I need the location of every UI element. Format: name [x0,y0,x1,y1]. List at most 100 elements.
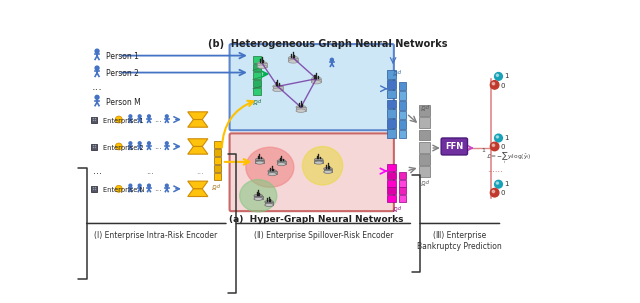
Circle shape [148,115,150,118]
Ellipse shape [303,146,343,185]
FancyBboxPatch shape [91,144,97,150]
Ellipse shape [255,161,264,164]
Ellipse shape [265,200,273,203]
Text: $\mathbb{R}^{d}$: $\mathbb{R}^{d}$ [392,204,402,215]
Circle shape [492,144,495,146]
FancyBboxPatch shape [91,186,97,192]
FancyBboxPatch shape [399,195,406,202]
FancyBboxPatch shape [296,107,306,111]
Ellipse shape [324,170,332,173]
FancyBboxPatch shape [214,157,221,164]
FancyBboxPatch shape [399,172,406,179]
FancyBboxPatch shape [283,158,284,161]
Ellipse shape [296,105,306,109]
Text: 0: 0 [500,83,504,89]
Text: Enterprise 2: Enterprise 2 [103,145,144,151]
FancyBboxPatch shape [230,44,394,130]
Text: 1: 1 [504,181,508,187]
Text: $\mathbb{R}^{d}$: $\mathbb{R}^{d}$ [392,69,402,80]
Ellipse shape [273,85,282,88]
Ellipse shape [314,158,323,161]
FancyBboxPatch shape [253,64,260,71]
FancyBboxPatch shape [95,120,96,121]
FancyBboxPatch shape [93,145,95,146]
FancyBboxPatch shape [258,156,259,159]
FancyBboxPatch shape [257,63,267,67]
Text: (b)  Heterogeneous Graph Neural Networks: (b) Heterogeneous Graph Neural Networks [208,39,448,49]
FancyBboxPatch shape [320,157,321,159]
Ellipse shape [255,158,264,161]
Text: Enterprise N: Enterprise N [103,187,145,193]
FancyBboxPatch shape [317,76,319,78]
FancyBboxPatch shape [399,82,406,90]
FancyBboxPatch shape [93,187,95,188]
FancyBboxPatch shape [214,172,221,180]
FancyBboxPatch shape [259,193,260,196]
Text: ...: ... [196,167,204,176]
Ellipse shape [268,170,276,173]
FancyBboxPatch shape [419,142,430,152]
FancyBboxPatch shape [214,141,221,148]
FancyBboxPatch shape [262,57,263,63]
FancyBboxPatch shape [318,154,319,159]
FancyBboxPatch shape [291,54,292,58]
Ellipse shape [257,62,267,65]
FancyBboxPatch shape [95,187,96,188]
Circle shape [148,142,150,145]
Ellipse shape [312,80,321,84]
Ellipse shape [324,167,332,170]
FancyBboxPatch shape [95,147,96,148]
FancyBboxPatch shape [281,156,282,161]
Text: ...: ... [154,115,162,124]
FancyBboxPatch shape [387,188,396,194]
Ellipse shape [246,147,294,187]
FancyBboxPatch shape [292,52,294,58]
Circle shape [497,74,499,76]
FancyBboxPatch shape [254,196,262,199]
Circle shape [490,81,499,89]
Text: 0: 0 [500,191,504,196]
Text: (a)  Hyper-Graph Neural Networks: (a) Hyper-Graph Neural Networks [229,215,404,224]
FancyBboxPatch shape [288,58,298,62]
FancyBboxPatch shape [253,72,260,79]
Polygon shape [188,146,208,154]
FancyBboxPatch shape [387,70,396,78]
Ellipse shape [273,88,282,92]
FancyBboxPatch shape [326,165,327,169]
Ellipse shape [239,180,277,212]
Ellipse shape [288,60,298,63]
Circle shape [95,95,99,99]
Polygon shape [188,189,208,197]
FancyBboxPatch shape [260,59,261,63]
Ellipse shape [254,197,262,200]
FancyBboxPatch shape [387,90,396,98]
FancyBboxPatch shape [419,130,430,140]
Circle shape [165,142,168,145]
FancyBboxPatch shape [387,180,396,187]
Polygon shape [188,139,208,146]
FancyBboxPatch shape [91,117,97,123]
FancyBboxPatch shape [387,109,396,118]
Circle shape [495,180,502,188]
Ellipse shape [296,109,306,112]
Ellipse shape [277,160,286,163]
Ellipse shape [268,173,276,176]
Text: (Ⅱ) Enterprise Spillover-Risk Encoder: (Ⅱ) Enterprise Spillover-Risk Encoder [253,231,393,240]
FancyBboxPatch shape [277,80,278,86]
FancyBboxPatch shape [441,138,467,155]
FancyBboxPatch shape [399,92,406,100]
Text: 1: 1 [504,135,508,141]
Circle shape [148,184,150,187]
FancyBboxPatch shape [387,100,396,108]
FancyBboxPatch shape [269,197,270,202]
Text: FFN: FFN [445,142,463,151]
FancyBboxPatch shape [255,160,264,163]
Circle shape [165,115,168,118]
FancyBboxPatch shape [95,145,96,146]
Circle shape [138,142,141,145]
FancyBboxPatch shape [314,75,316,78]
Circle shape [95,49,99,53]
FancyBboxPatch shape [95,118,96,119]
FancyBboxPatch shape [299,103,300,107]
FancyBboxPatch shape [214,165,221,171]
